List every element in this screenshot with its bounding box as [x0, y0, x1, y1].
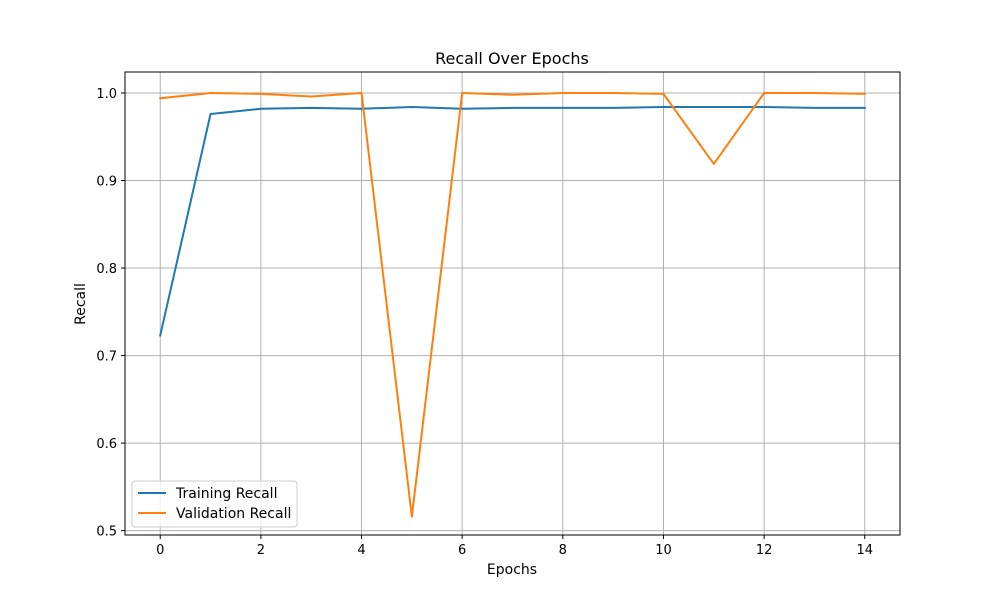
series-line-validation-recall	[159, 92, 866, 518]
legend-label-validation-recall: Validation Recall	[176, 506, 291, 522]
x-tick-label: 6	[458, 543, 466, 558]
legend: Training Recall Validation Recall	[131, 480, 298, 528]
x-tick-label: 14	[856, 543, 873, 558]
chart-title: Recall Over Epochs	[435, 49, 589, 68]
x-tick-label: 0	[156, 543, 164, 558]
y-tick-label: 0.6	[96, 437, 117, 452]
x-axis-ticks: 0 2 4 6 8 10 12 14	[156, 535, 873, 558]
series-lines	[159, 92, 866, 518]
y-axis-ticks: 0.5 0.6 0.7 0.8 0.9 1.0	[96, 87, 125, 540]
y-axis-label: Recall	[73, 283, 89, 325]
x-tick-label: 10	[655, 543, 672, 558]
plot-area-frame	[124, 71, 901, 536]
series-line-training-recall	[159, 106, 866, 337]
y-tick-label: 0.8	[96, 262, 117, 277]
y-tick-label: 0.5	[96, 525, 117, 540]
legend-box	[131, 480, 298, 528]
grid-lines	[125, 72, 900, 535]
x-tick-label: 8	[559, 543, 567, 558]
y-tick-label: 0.9	[96, 175, 117, 190]
x-tick-label: 12	[756, 543, 773, 558]
x-tick-label: 2	[257, 543, 265, 558]
y-tick-label: 1.0	[96, 87, 117, 102]
y-tick-label: 0.7	[96, 350, 117, 365]
legend-label-training-recall: Training Recall	[175, 486, 277, 502]
x-tick-label: 4	[357, 543, 365, 558]
x-axis-label: Epochs	[487, 562, 537, 578]
